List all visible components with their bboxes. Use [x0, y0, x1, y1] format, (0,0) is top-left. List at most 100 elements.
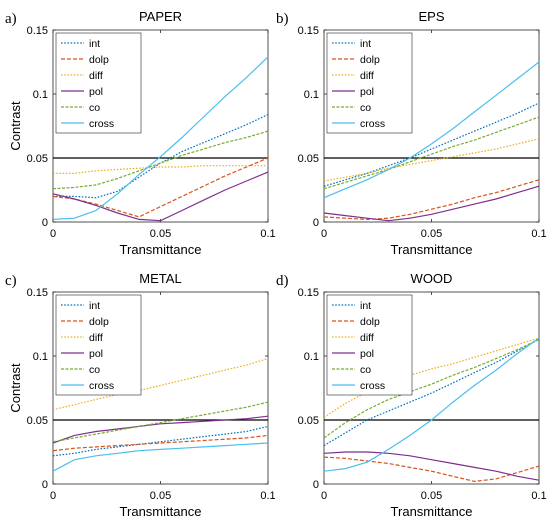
legend-box [326, 294, 413, 396]
series-line-dolp [52, 434, 269, 452]
legend-label-int: int [89, 300, 100, 312]
legend-label-co: co [360, 102, 371, 114]
y-tick-label: 0 [313, 479, 319, 491]
legend-label-dolp: dolp [89, 54, 109, 66]
panel-metal: 0 0.05 0.1 0.15 0 0.05 0.1 int dolp diff pol co cros… [5, 271, 276, 519]
panel-eps: 0 0.05 0.1 0.15 0 0.05 0.1 int dolp diff pol co cros… [276, 9, 547, 257]
series-line-cross [52, 56, 269, 220]
y-tick-label: 0.1 [33, 351, 48, 363]
x-tick-label: 0.1 [531, 228, 546, 240]
legend-label-pol: pol [89, 86, 103, 98]
panel-paper: 0 0.05 0.1 0.15 0 0.05 0.1 int dolp diff pol co cros… [5, 9, 276, 257]
y-tick-label: 0.05 [298, 415, 319, 427]
series-line-diff [52, 358, 269, 411]
y-tick-label: 0.1 [304, 351, 319, 363]
legend-box [326, 32, 413, 134]
series-line-cross [323, 61, 540, 199]
x-axis-label: Transmittance [120, 242, 202, 257]
series-line-dolp [323, 179, 540, 221]
series-line-co [323, 338, 540, 439]
legend: int dolp diff pol co cross [55, 294, 142, 396]
legend-label-co: co [89, 102, 100, 114]
y-axis-label: Contrast [8, 101, 23, 151]
chart-title: PAPER [139, 9, 182, 24]
series-line-cross [52, 442, 269, 472]
y-axis-label: Contrast [8, 363, 23, 413]
panel-label: d) [276, 273, 289, 289]
legend-label-diff: diff [89, 70, 103, 82]
y-tick-label: 0.15 [27, 287, 48, 299]
legend-label-int: int [360, 38, 371, 50]
series-line-co [52, 401, 269, 443]
y-tick-label: 0.1 [304, 89, 319, 101]
y-tick-label: 0.05 [298, 153, 319, 165]
legend-label-pol: pol [360, 86, 374, 98]
series-line-co [323, 116, 540, 190]
x-tick-label: 0.1 [531, 490, 546, 502]
legend-label-pol: pol [89, 348, 103, 360]
y-tick-label: 0.05 [27, 153, 48, 165]
series-line-diff [323, 337, 540, 418]
x-axis-label: Transmittance [391, 242, 473, 257]
series-line-diff [53, 165, 268, 174]
legend-label-diff: diff [360, 70, 374, 82]
chart-title: WOOD [411, 271, 453, 286]
series-line-pol [323, 185, 540, 222]
x-tick-label: 0.05 [150, 228, 171, 240]
legend-label-dolp: dolp [89, 316, 109, 328]
y-tick-label: 0.15 [27, 25, 48, 37]
x-axis-label: Transmittance [391, 504, 473, 519]
legend: int dolp diff pol co cross [326, 32, 413, 134]
legend-label-diff: diff [89, 332, 103, 344]
series-line-pol [323, 451, 540, 481]
y-tick-label: 0 [313, 217, 319, 229]
y-tick-label: 0.15 [298, 287, 319, 299]
series-line-pol [52, 171, 269, 222]
series-line-int [53, 113, 269, 199]
legend-label-int: int [360, 300, 371, 312]
x-tick-label: 0 [50, 228, 56, 240]
x-tick-label: 0.05 [421, 490, 442, 502]
legend: int dolp diff pol co cross [326, 294, 413, 396]
legend-label-co: co [89, 364, 100, 376]
x-tick-label: 0.05 [150, 490, 171, 502]
series-line-dolp [323, 456, 540, 483]
legend-label-cross: cross [360, 118, 385, 130]
chart-title: METAL [139, 271, 181, 286]
panel-wood: 0 0.05 0.1 0.15 0 0.05 0.1 int dolp diff pol co cros… [276, 271, 547, 519]
legend: int dolp diff pol co cross [55, 32, 142, 134]
legend-label-dolp: dolp [360, 54, 380, 66]
legend-label-co: co [360, 364, 371, 376]
x-tick-label: 0 [321, 490, 327, 502]
series-line-int [323, 338, 540, 447]
legend-box [55, 294, 142, 396]
series-line-co [52, 130, 269, 190]
x-tick-label: 0 [50, 490, 56, 502]
y-tick-label: 0 [42, 217, 48, 229]
x-tick-label: 0.1 [260, 490, 275, 502]
x-axis-label: Transmittance [120, 504, 202, 519]
x-tick-label: 0.1 [260, 228, 275, 240]
legend-label-dolp: dolp [360, 316, 380, 328]
series-line-diff [323, 138, 540, 182]
legend-label-diff: diff [360, 332, 374, 344]
x-tick-label: 0.05 [421, 228, 442, 240]
series-line-pol [52, 415, 269, 444]
legend-label-int: int [89, 38, 100, 50]
series-line-int [52, 425, 269, 457]
legend-label-cross: cross [360, 380, 385, 392]
legend-label-cross: cross [89, 380, 114, 392]
x-tick-label: 0 [321, 228, 327, 240]
legend-label-cross: cross [89, 118, 114, 130]
y-tick-label: 0 [42, 479, 48, 491]
panel-label: a) [5, 11, 17, 27]
panel-label: c) [5, 273, 17, 289]
y-tick-label: 0.05 [27, 415, 48, 427]
legend-label-pol: pol [360, 348, 374, 360]
legend-box [55, 32, 142, 134]
panel-label: b) [276, 11, 289, 27]
y-tick-label: 0.15 [298, 25, 319, 37]
series-line-cross [323, 337, 540, 472]
chart-title: EPS [418, 9, 444, 24]
